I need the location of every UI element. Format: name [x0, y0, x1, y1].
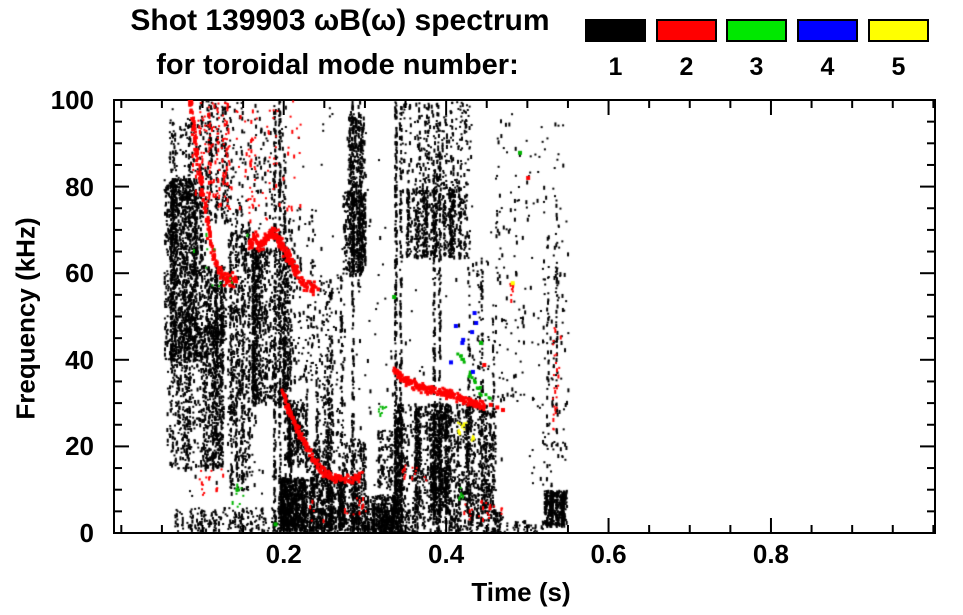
- y-tick-label-100: 100: [50, 85, 94, 115]
- legend-swatch-mode-4: [797, 19, 858, 42]
- y-tick-label-60: 60: [65, 258, 94, 289]
- legend-label-mode-3: 3: [749, 53, 764, 81]
- y-tick-label-0: 0: [79, 518, 94, 548]
- legend-label-mode-4: 4: [820, 53, 835, 81]
- y-tick-label-80: 80: [65, 171, 94, 202]
- y-tick-label-20: 20: [65, 431, 94, 462]
- x-tick-label-0.6: 0.6: [590, 539, 627, 569]
- legend-label-mode-2: 2: [679, 53, 694, 81]
- spectrogram-canvas: [114, 100, 935, 533]
- x-tick-label-0.4: 0.4: [428, 539, 465, 569]
- legend-swatch-mode-2: [656, 19, 717, 42]
- x-tick-label-0.2: 0.2: [265, 539, 302, 569]
- chart-title-line-2: for toroidal mode number:: [156, 49, 519, 81]
- legend-swatch-mode-1: [585, 19, 646, 42]
- legend-swatch-mode-5: [868, 19, 929, 42]
- y-tick-label-40: 40: [65, 344, 94, 375]
- legend-label-mode-1: 1: [608, 53, 623, 81]
- legend-swatch-mode-3: [726, 19, 787, 42]
- x-tick-label-0.8: 0.8: [752, 539, 790, 569]
- x-axis-label: Time (s): [471, 577, 571, 607]
- legend-label-mode-5: 5: [891, 53, 906, 81]
- chart-title-line-1: Shot 139903 ωB(ω) spectrum: [130, 4, 550, 37]
- y-axis-label: Frequency (kHz): [10, 217, 41, 420]
